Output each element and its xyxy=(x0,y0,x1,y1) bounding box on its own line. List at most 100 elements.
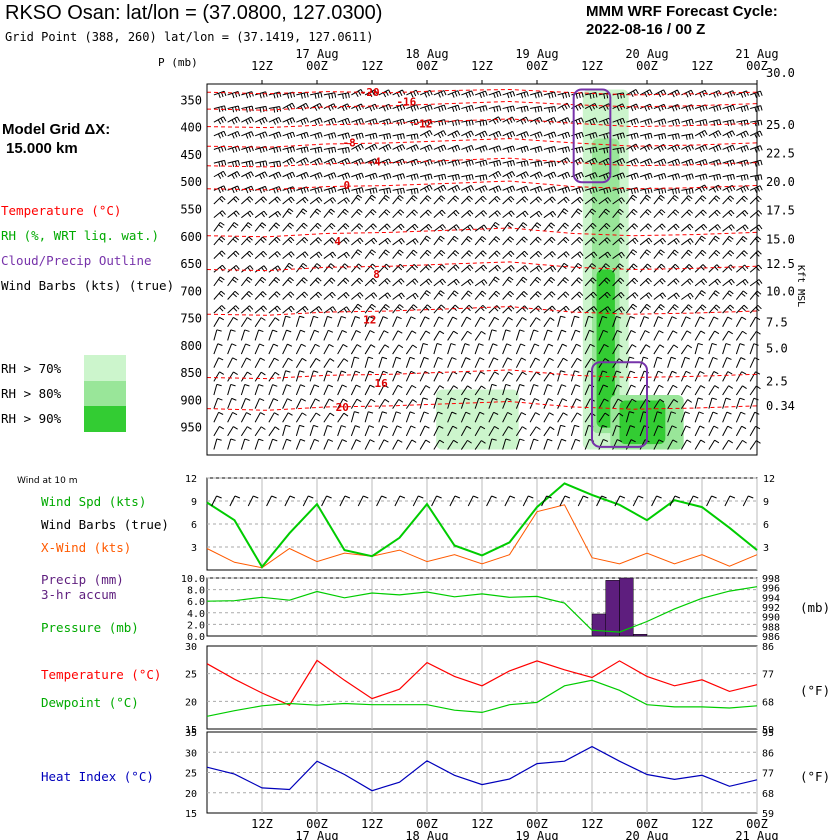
wind-barb-flag xyxy=(457,159,461,165)
wind-barb xyxy=(268,343,274,355)
wind-barb xyxy=(268,426,276,437)
height-kft-label: 7.5 xyxy=(766,315,788,329)
wind-barb-flag xyxy=(686,384,692,389)
wind-barb-flag xyxy=(728,280,733,286)
wind-barb-flag xyxy=(671,316,677,320)
legend-wind-barbs-10m: Wind Barbs (true) xyxy=(41,517,169,532)
wind-barb-flag xyxy=(523,236,528,241)
wind-barb-flag xyxy=(743,91,747,97)
wind-barb xyxy=(296,196,306,205)
wind-barb-flag xyxy=(383,439,389,443)
isotherm-8 xyxy=(206,261,758,272)
wind10-barb-flag xyxy=(381,495,387,499)
wind-barb-flag xyxy=(443,144,447,150)
wind-barb-flag xyxy=(471,145,474,151)
wind-barb-flag xyxy=(630,425,636,428)
wind-barb-flag xyxy=(425,266,430,271)
wind-barb xyxy=(419,357,425,368)
wind-barb-flag xyxy=(290,291,295,296)
wind-barb-flag xyxy=(674,119,678,125)
wind-barb-flag xyxy=(729,186,733,192)
wind-barb xyxy=(268,265,279,273)
wind-barb-flag xyxy=(757,120,760,126)
wind-barb-flag xyxy=(567,146,571,152)
wind-barb-flag xyxy=(630,120,634,126)
wind-barb-flag xyxy=(334,92,337,98)
wind-barb-flag xyxy=(675,278,680,283)
wind-barb xyxy=(405,357,411,368)
wind-barb-flag xyxy=(424,292,430,297)
wind-barb-flag xyxy=(691,159,694,165)
wind-barb-flag xyxy=(658,306,664,311)
wind-barb-flag xyxy=(456,185,461,190)
wind-barb-flag xyxy=(754,147,758,153)
wind-barb-flag xyxy=(726,357,732,360)
wind-barb xyxy=(735,343,741,355)
wind-barb-flag xyxy=(399,209,405,214)
wind-barb xyxy=(694,209,704,219)
wind-barb-flag xyxy=(660,90,664,96)
wind-barb xyxy=(364,411,369,423)
wind-barb-flag xyxy=(274,371,280,376)
wind-barb-flag xyxy=(399,263,405,269)
wind-barb-flag xyxy=(373,292,378,297)
precip-bar-0 xyxy=(591,613,606,637)
wind-barb-flag xyxy=(509,92,513,98)
wind-barb xyxy=(364,194,373,205)
wind-barb-flag xyxy=(539,131,543,137)
temp-contour-label: 12 xyxy=(363,314,376,327)
wind-barb-flag xyxy=(368,356,374,360)
wind-barb xyxy=(639,439,646,450)
wind-barb-flag xyxy=(314,329,320,333)
wind-barb xyxy=(667,249,675,259)
wind-barb-flag xyxy=(648,292,653,297)
pressure-y-label: 994 xyxy=(762,593,780,604)
wind-barb xyxy=(433,439,441,450)
wind-barb-flag xyxy=(385,263,391,268)
wind-barb-flag xyxy=(700,330,706,334)
wind-barb xyxy=(570,330,576,341)
wind-barb xyxy=(447,411,453,423)
wind-barb-flag xyxy=(705,119,708,125)
wind-barb xyxy=(323,291,333,300)
wind-barb-flag xyxy=(604,293,609,299)
wind-barb-flag xyxy=(519,438,525,442)
wind-barb xyxy=(529,236,539,246)
wind-barb-flag xyxy=(416,173,419,179)
wind10-barb-flag xyxy=(729,495,736,499)
wind-barb-flag xyxy=(496,250,501,255)
wind-barb-flag xyxy=(602,106,607,112)
wind-barb-flag xyxy=(757,160,760,166)
wind10-barb-flag xyxy=(326,495,332,499)
wind-barb-flag xyxy=(701,131,705,137)
wind-barb-flag xyxy=(231,343,237,347)
wind-barb-flag xyxy=(519,384,525,387)
wind-barb-flag xyxy=(520,343,526,347)
wind-barb xyxy=(488,329,493,341)
wind-barb xyxy=(543,329,549,341)
wind-barb xyxy=(392,316,398,327)
wind-barb-flag xyxy=(549,253,554,258)
wind-barb xyxy=(240,384,246,396)
wind-barb xyxy=(474,398,480,409)
wind-barb-flag xyxy=(551,251,556,256)
wind-barb-flag xyxy=(341,329,347,333)
wind-barb-flag xyxy=(274,253,279,258)
wind-barb-flag xyxy=(426,145,430,151)
unit-f-temp: (°F) xyxy=(800,683,831,698)
wind-barb-flag xyxy=(396,425,402,429)
isotherm-0 xyxy=(206,180,758,191)
wind-barb-flag xyxy=(383,251,389,256)
wind-barb-flag xyxy=(493,147,496,153)
wind-barb-flag xyxy=(561,160,565,166)
wind-barb xyxy=(653,399,661,409)
wind-barb xyxy=(364,304,373,314)
wind-barb-flag xyxy=(618,412,624,417)
wind-barb-flag xyxy=(713,252,719,257)
wind-barb-flag xyxy=(485,160,488,166)
wind-barb xyxy=(350,398,358,409)
wind-barb-flag xyxy=(438,92,441,98)
wind-barb-flag xyxy=(317,173,320,179)
wind-barb-flag xyxy=(534,343,540,347)
wind10-barb xyxy=(449,495,456,507)
